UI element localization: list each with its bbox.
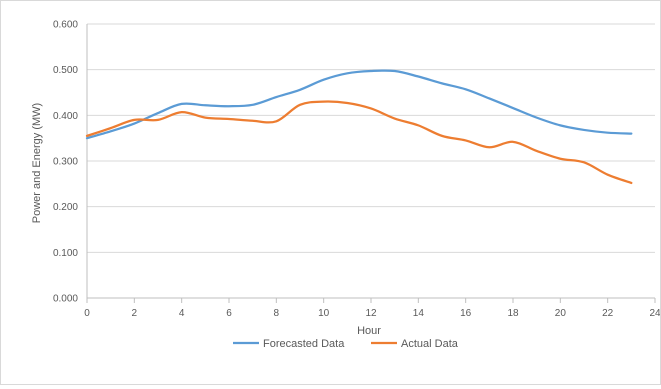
x-tick-label: 2 <box>132 308 138 319</box>
x-tick-label: 20 <box>555 308 567 319</box>
legend-label-actual-data: Actual Data <box>401 338 459 350</box>
gridlines <box>87 23 655 253</box>
x-tick-label: 4 <box>179 308 185 319</box>
x-tick-label: 18 <box>507 308 519 319</box>
legend: Forecasted Data Actual Data <box>233 338 459 350</box>
y-tick-label: 0.100 <box>53 248 78 259</box>
series-line-actual-data <box>85 100 633 185</box>
x-tick-label: 6 <box>226 308 232 319</box>
x-tick-label: 10 <box>318 308 330 319</box>
x-axis-title: Hour <box>357 325 381 337</box>
y-tick-label: 0.400 <box>53 111 78 122</box>
x-tick-label: 14 <box>413 308 425 319</box>
y-tick-label: 0.000 <box>53 294 78 305</box>
y-tick-label: 0.600 <box>53 20 78 31</box>
x-tick-label: 0 <box>84 308 90 319</box>
x-tick-label: 16 <box>460 308 472 319</box>
x-tick-label: 12 <box>365 308 377 319</box>
series-lines <box>85 69 633 185</box>
x-tick-label: 24 <box>649 308 660 319</box>
y-axis-title: Power and Energy (MW) <box>31 103 43 223</box>
y-tick-label: 0.200 <box>53 202 78 213</box>
legend-label-forecasted-data: Forecasted Data <box>263 338 345 350</box>
y-tick-label: 0.300 <box>53 157 78 168</box>
x-tick-label: 8 <box>274 308 280 319</box>
series-line-forecasted-data <box>85 69 633 140</box>
x-tick-label: 22 <box>602 308 614 319</box>
y-tick-label: 0.500 <box>53 65 78 76</box>
